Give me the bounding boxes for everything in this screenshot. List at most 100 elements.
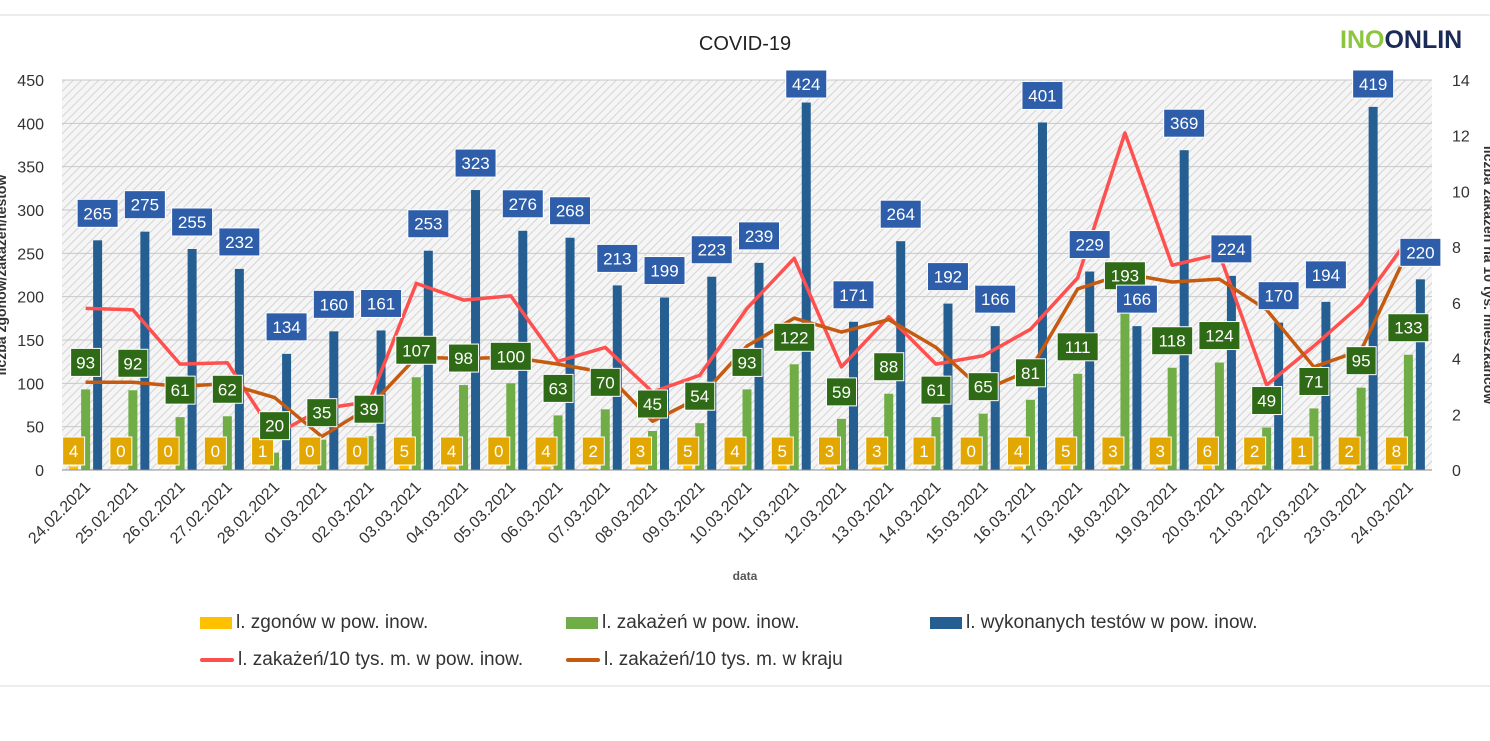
- label-testy-text: 276: [509, 195, 537, 214]
- y-tick-right: 8: [1452, 240, 1461, 257]
- label-zgony: 5: [676, 436, 700, 466]
- label-zakazenia: 61: [164, 375, 196, 405]
- label-zakazenia: 107: [395, 335, 438, 365]
- label-zakazenia-text: 49: [1257, 392, 1276, 411]
- label-zgony-bg: [629, 436, 653, 466]
- bar-zgony: [1061, 465, 1071, 470]
- bar-zakazenia: [128, 390, 138, 470]
- label-zgony-text: 0: [211, 442, 220, 461]
- label-zakazenia: 118: [1151, 326, 1194, 356]
- label-zgony-text: 8: [1392, 442, 1401, 461]
- label-testy-text: 255: [178, 213, 206, 232]
- label-testy-bg: [1163, 108, 1206, 138]
- label-zakazenia-text: 111: [1065, 338, 1091, 357]
- label-testy-bg: [407, 209, 450, 239]
- label-zakazenia: 98: [448, 343, 480, 373]
- label-zgony-text: 4: [447, 442, 456, 461]
- label-testy-bg: [549, 196, 592, 226]
- legend-swatch-testy: [930, 617, 962, 629]
- label-zgony-bg: [298, 436, 322, 466]
- bar-zakazenia: [836, 418, 846, 470]
- label-zakazenia-bg: [353, 394, 385, 424]
- label-zakazenia-text: 124: [1205, 327, 1233, 346]
- y-tick-right: 12: [1452, 129, 1470, 146]
- bar-testy: [1132, 326, 1142, 470]
- label-testy-bg: [785, 69, 828, 99]
- chart-title: COVID-19: [699, 33, 791, 55]
- label-zakazenia: 45: [637, 389, 669, 419]
- bar-zgony: [777, 465, 787, 470]
- bar-testy: [565, 237, 575, 470]
- label-zakazenia-text: 61: [171, 381, 190, 400]
- label-zakazenia-text: 118: [1159, 332, 1186, 351]
- label-zakazenia-text: 133: [1394, 319, 1422, 338]
- bar-zakazenia: [553, 415, 563, 470]
- label-zakazenia-bg: [684, 381, 716, 411]
- bar-zgony: [730, 466, 740, 470]
- bar-zgony: [1108, 467, 1118, 470]
- y-tick-right: 14: [1452, 73, 1470, 90]
- label-testy: 213: [596, 243, 639, 273]
- label-zakazenia-text: 35: [312, 404, 331, 423]
- label-zakazenia-text: 20: [265, 417, 284, 436]
- label-zgony: 0: [345, 436, 369, 466]
- bar-zakazenia: [1403, 354, 1413, 470]
- label-zgony: 2: [581, 436, 605, 466]
- bar-testy: [1226, 275, 1236, 470]
- bar-testy: [1085, 271, 1095, 470]
- label-testy: 161: [360, 288, 403, 318]
- bar-zgony: [447, 466, 457, 470]
- y-axis-label-left: liczba zgonów/zakażeń/testów: [0, 175, 9, 376]
- label-zgony: 5: [770, 436, 794, 466]
- label-zgony-bg: [534, 436, 558, 466]
- label-zgony-bg: [581, 436, 605, 466]
- label-testy-bg: [832, 280, 875, 310]
- label-testy: 229: [1068, 230, 1111, 260]
- label-testy-text: 275: [131, 196, 159, 215]
- label-zakazenia-text: 88: [879, 358, 898, 377]
- label-testy: 255: [171, 207, 214, 237]
- label-testy-text: 199: [650, 262, 678, 281]
- label-zakazenia-bg: [1056, 332, 1099, 362]
- label-zakazenia-text: 107: [402, 341, 430, 360]
- y-tick-left: 450: [17, 73, 44, 90]
- y-tick-right: 6: [1452, 296, 1461, 313]
- label-zakazenia-bg: [448, 343, 480, 373]
- bar-testy: [707, 276, 717, 470]
- label-zgony-text: 3: [825, 442, 834, 461]
- label-testy: 268: [549, 196, 592, 226]
- legend-testy: l. wykonanych testów w pow. inow.: [930, 612, 1257, 634]
- label-zgony: 4: [723, 436, 747, 466]
- label-zakazenia-text: 54: [690, 387, 709, 406]
- label-testy-bg: [360, 288, 403, 318]
- label-testy-bg: [1352, 69, 1395, 99]
- label-zakazenia-bg: [489, 341, 532, 371]
- label-zgony-bg: [1384, 436, 1408, 466]
- label-zakazenia: 70: [589, 367, 621, 397]
- bar-zakazenia: [1262, 427, 1272, 470]
- label-zakazenia-text: 59: [832, 383, 851, 402]
- bar-zgony: [824, 467, 834, 470]
- y-tick-left: 50: [26, 420, 44, 437]
- bar-zakazenia: [1025, 399, 1035, 470]
- label-zgony-bg: [392, 436, 416, 466]
- label-zgony-text: 1: [1297, 442, 1306, 461]
- bar-zakazenia: [1214, 362, 1224, 470]
- bar-zakazenia: [1309, 408, 1319, 470]
- legend-label-line-kraj: l. zakażeń/10 tys. m. w kraju: [604, 649, 843, 670]
- label-testy-text: 223: [698, 241, 726, 260]
- label-testy-bg: [596, 243, 639, 273]
- label-zgony: 0: [203, 436, 227, 466]
- label-zgony-text: 5: [778, 442, 787, 461]
- label-zgony-text: 3: [1108, 442, 1117, 461]
- line-zakazenia-kraj: [85, 249, 1410, 439]
- legend-swatch-line-kraj: [566, 658, 600, 662]
- bar-zakazenia: [884, 393, 894, 470]
- label-testy-bg: [312, 289, 355, 319]
- label-testy-text: 323: [461, 154, 489, 173]
- label-zakazenia: 111: [1056, 332, 1099, 362]
- label-testy-text: 160: [320, 295, 348, 314]
- label-zgony-bg: [1243, 436, 1267, 466]
- label-testy-text: 268: [556, 202, 584, 221]
